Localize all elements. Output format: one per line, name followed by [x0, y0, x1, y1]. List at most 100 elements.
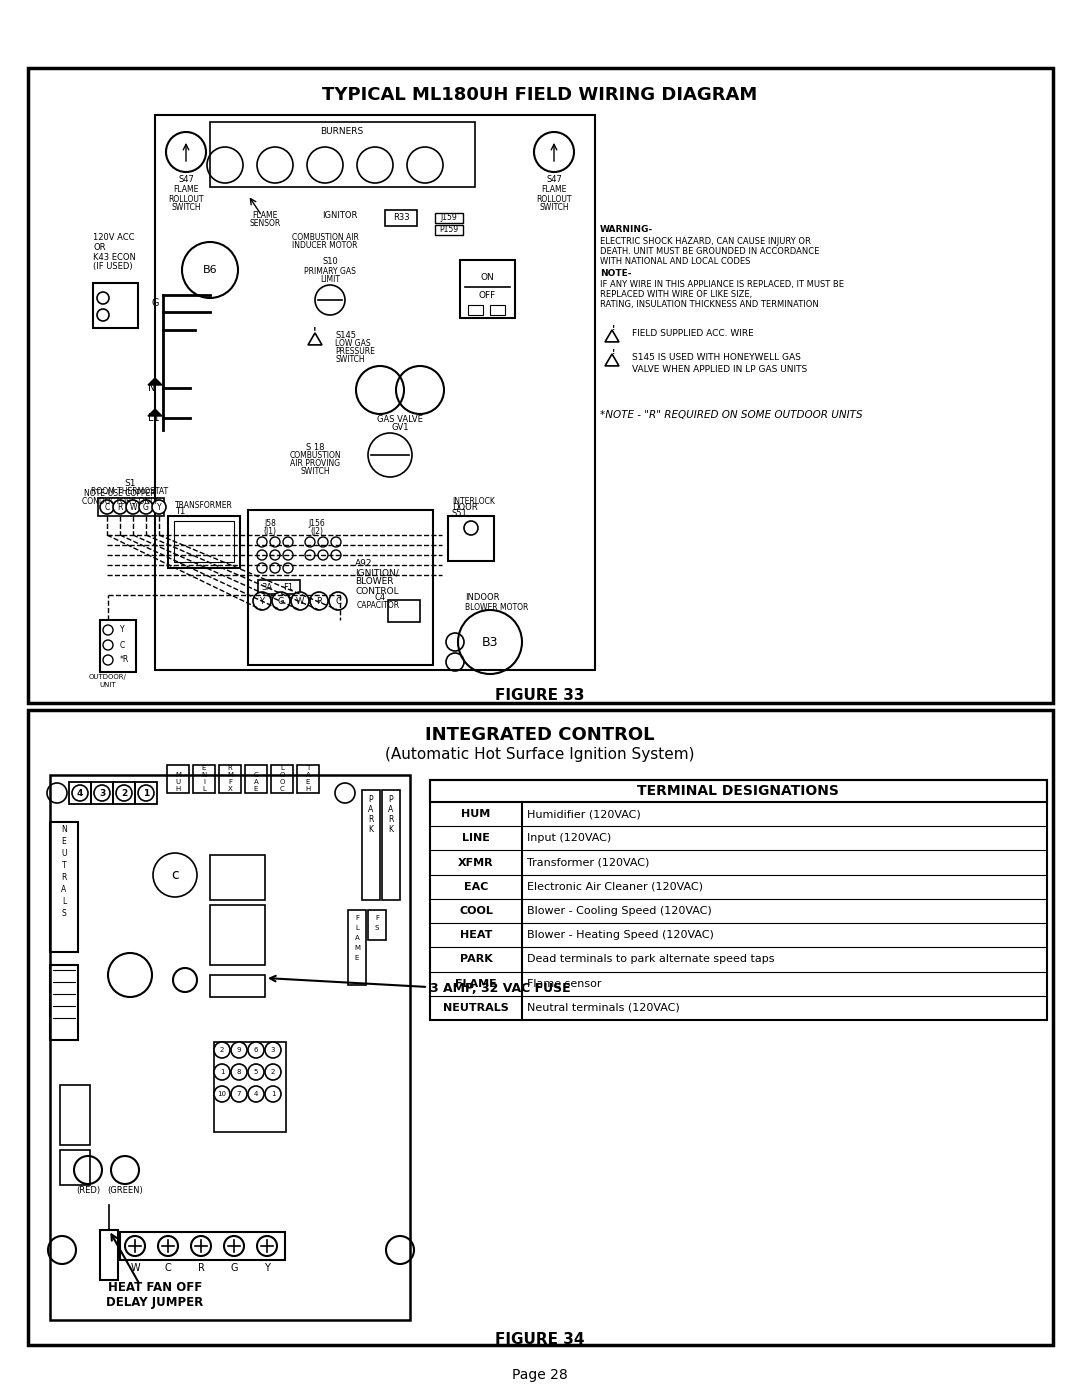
Bar [98, 497, 164, 515]
Text: (J2): (J2) [311, 527, 324, 535]
Text: L: L [202, 787, 206, 792]
Bar [50, 775, 410, 1320]
Text: HEAT FAN OFF
DELAY JUMPER: HEAT FAN OFF DELAY JUMPER [106, 1281, 204, 1309]
Text: S51: S51 [453, 509, 468, 517]
Text: O: O [280, 773, 285, 778]
Text: C: C [280, 787, 284, 792]
Text: FLAME: FLAME [455, 979, 497, 989]
Text: Input (120VAC): Input (120VAC) [527, 834, 611, 844]
Text: SWITCH: SWITCH [539, 204, 569, 212]
Text: K: K [389, 826, 393, 834]
Bar [60, 1085, 90, 1146]
Text: A: A [254, 780, 258, 785]
Bar [297, 766, 319, 793]
Text: BLOWER MOTOR: BLOWER MOTOR [465, 602, 528, 612]
Text: 3 AMP, 32 VAC FUSE: 3 AMP, 32 VAC FUSE [430, 982, 570, 995]
Text: S10: S10 [322, 257, 338, 267]
Text: T: T [306, 766, 310, 771]
Text: S47: S47 [546, 176, 562, 184]
Circle shape [283, 550, 293, 560]
Text: Dead terminals to park alternate speed taps: Dead terminals to park alternate speed t… [527, 954, 774, 964]
Text: C: C [105, 503, 110, 511]
Text: Humidifier (120VAC): Humidifier (120VAC) [527, 809, 640, 819]
Text: COOL: COOL [459, 907, 492, 916]
Circle shape [283, 536, 293, 548]
Bar [93, 284, 138, 328]
Text: R: R [316, 597, 322, 605]
Text: T1: T1 [175, 507, 186, 517]
Circle shape [253, 592, 271, 610]
Bar [382, 789, 400, 900]
Bar [50, 965, 78, 1039]
Text: F: F [355, 915, 359, 921]
Text: 3: 3 [271, 1046, 275, 1053]
Text: W: W [296, 597, 305, 605]
Text: (GREEN): (GREEN) [107, 1186, 143, 1194]
Circle shape [138, 785, 154, 800]
Circle shape [330, 536, 341, 548]
Text: E: E [306, 780, 310, 785]
Text: U: U [175, 780, 180, 785]
Text: (Automatic Hot Surface Ignition System): (Automatic Hot Surface Ignition System) [386, 747, 694, 763]
Text: F: F [375, 915, 379, 921]
Text: Y: Y [259, 597, 265, 605]
Text: 1: 1 [219, 1069, 225, 1076]
Text: !: ! [313, 327, 316, 335]
Text: !: ! [612, 349, 616, 355]
Text: 2: 2 [220, 1046, 225, 1053]
Text: R: R [228, 766, 232, 771]
Circle shape [283, 563, 293, 573]
Text: H: H [175, 787, 180, 792]
Bar [113, 782, 135, 805]
Circle shape [329, 592, 347, 610]
Text: I: I [203, 780, 205, 785]
Bar [384, 210, 417, 226]
Text: G: G [143, 503, 149, 511]
Text: Electronic Air Cleaner (120VAC): Electronic Air Cleaner (120VAC) [527, 882, 703, 891]
Bar [430, 780, 1047, 1020]
Bar [435, 212, 463, 224]
Circle shape [139, 500, 153, 514]
Text: OFF: OFF [478, 291, 496, 299]
Text: U: U [62, 849, 67, 859]
Text: SWITCH: SWITCH [335, 355, 365, 365]
Text: FLAME: FLAME [173, 186, 199, 194]
Bar [448, 515, 494, 562]
Text: DOOR: DOOR [453, 503, 477, 511]
Text: INTEGRATED CONTROL: INTEGRATED CONTROL [426, 726, 654, 745]
Text: K: K [368, 826, 374, 834]
Text: HUM: HUM [461, 809, 490, 819]
Text: (IF USED): (IF USED) [93, 261, 133, 271]
Text: 2: 2 [271, 1069, 275, 1076]
Text: INDOOR: INDOOR [465, 592, 499, 602]
Bar [210, 975, 265, 997]
Text: PRIMARY GAS: PRIMARY GAS [305, 267, 356, 275]
Polygon shape [148, 409, 162, 416]
Bar [120, 1232, 285, 1260]
Circle shape [231, 1065, 247, 1080]
Text: BURNERS: BURNERS [321, 127, 364, 137]
Text: 1: 1 [143, 788, 149, 798]
Bar [271, 766, 293, 793]
Text: J159: J159 [441, 214, 457, 222]
Bar [468, 305, 483, 314]
Text: L: L [280, 766, 284, 771]
Bar [60, 1150, 90, 1185]
Text: LINE: LINE [462, 834, 490, 844]
Text: 120V ACC: 120V ACC [93, 233, 135, 243]
Text: A: A [389, 806, 393, 814]
Text: P: P [368, 795, 374, 805]
Bar [91, 782, 113, 805]
Text: ON: ON [481, 274, 494, 282]
Text: A: A [306, 773, 310, 778]
Text: C: C [335, 597, 341, 605]
Text: CONTROL: CONTROL [355, 587, 399, 595]
Text: Transformer (120VAC): Transformer (120VAC) [527, 858, 649, 868]
Circle shape [318, 536, 328, 548]
Circle shape [265, 1085, 281, 1102]
Text: N: N [201, 773, 206, 778]
Circle shape [158, 1236, 178, 1256]
Text: FLAME: FLAME [253, 211, 278, 219]
Text: E: E [202, 766, 206, 771]
Bar [193, 766, 215, 793]
